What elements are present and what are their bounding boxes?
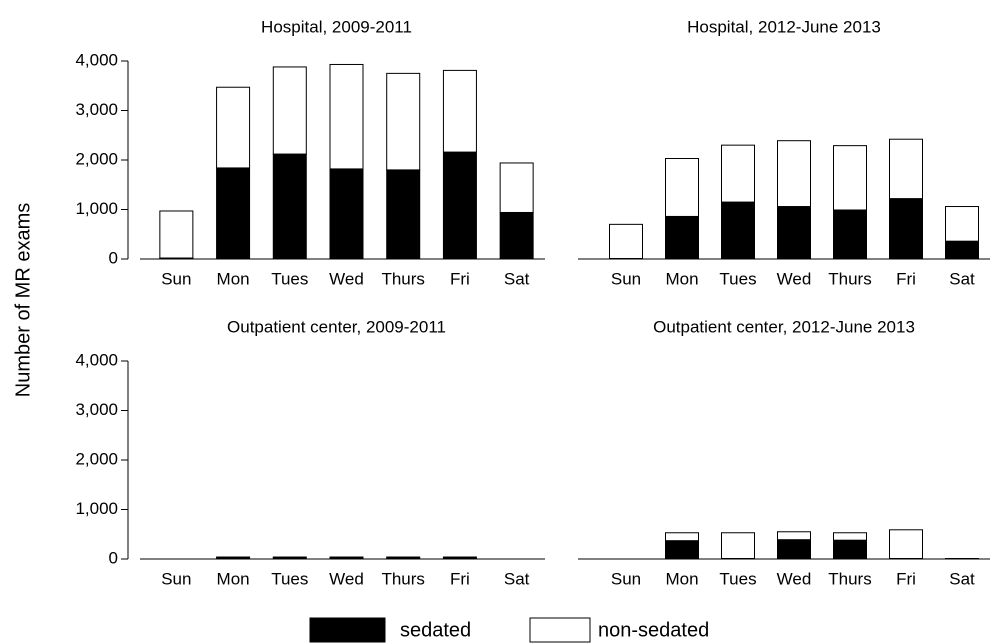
x-tick-label: Fri (450, 569, 470, 588)
x-tick-label: Sun (161, 569, 191, 588)
bar-segment (665, 158, 699, 217)
x-tick-label: Sun (611, 269, 641, 288)
y-tick-label: 1,000 (75, 499, 118, 518)
bar-segment (272, 153, 307, 260)
bar-segment (721, 532, 755, 560)
x-tick-label: Tues (719, 269, 756, 288)
x-tick-label: Mon (665, 269, 698, 288)
bar-segment (386, 72, 421, 171)
bar-segment (609, 223, 643, 260)
bar-segment (216, 167, 251, 260)
x-tick-label: Sat (949, 269, 975, 288)
x-tick-label: Fri (896, 269, 916, 288)
bar-segment (721, 144, 755, 203)
x-tick-label: Mon (217, 269, 250, 288)
bar-segment (272, 66, 307, 155)
bar-segment (216, 556, 251, 560)
x-tick-label: Sun (161, 269, 191, 288)
x-tick-label: Sun (611, 569, 641, 588)
bar-segment (889, 529, 923, 560)
x-tick-label: Fri (896, 569, 916, 588)
y-tick-label: 1,000 (75, 199, 118, 218)
x-tick-label: Wed (329, 269, 364, 288)
bar-segment (329, 168, 364, 260)
x-tick-label: Thurs (828, 569, 871, 588)
y-tick-label: 0 (109, 548, 118, 567)
x-tick-label: Tues (271, 569, 308, 588)
x-tick-label: Tues (719, 569, 756, 588)
x-tick-label: Thurs (828, 269, 871, 288)
bar-segment (272, 556, 307, 560)
x-tick-label: Thurs (381, 269, 424, 288)
bar-segment (889, 198, 923, 260)
bar-segment (386, 556, 421, 560)
bar-segment (721, 201, 755, 260)
x-tick-label: Wed (777, 569, 812, 588)
x-tick-label: Wed (329, 569, 364, 588)
y-tick-label: 2,000 (75, 149, 118, 168)
legend-swatch (529, 617, 591, 643)
legend-label: non-sedated (598, 619, 709, 641)
y-tick-label: 4,000 (75, 50, 118, 69)
chart-title: Outpatient center, 2012-June 2013 (653, 317, 915, 336)
bar-segment (665, 532, 699, 542)
bar-segment (386, 169, 421, 260)
bar-segment (945, 206, 979, 242)
x-tick-label: Wed (777, 269, 812, 288)
bar-segment (833, 532, 867, 541)
bar-segment (833, 539, 867, 560)
x-tick-label: Fri (450, 269, 470, 288)
bar-segment (442, 556, 477, 560)
bar-segment (159, 210, 194, 259)
bar-segment (777, 539, 811, 560)
x-tick-label: Sat (504, 269, 530, 288)
legend-label: sedated (400, 619, 471, 641)
x-tick-label: Mon (665, 569, 698, 588)
y-tick-label: 0 (109, 248, 118, 267)
y-tick-label: 2,000 (75, 449, 118, 468)
x-tick-label: Mon (217, 569, 250, 588)
x-tick-label: Tues (271, 269, 308, 288)
chart-title: Hospital, 2012-June 2013 (687, 17, 881, 36)
bar-segment (833, 209, 867, 260)
y-tick-label: 3,000 (75, 400, 118, 419)
bar-segment (499, 162, 534, 213)
x-tick-label: Thurs (381, 569, 424, 588)
bar-segment (777, 140, 811, 208)
bar-segment (665, 215, 699, 260)
bar-segment (945, 240, 979, 260)
chart-title: Hospital, 2009-2011 (261, 17, 412, 36)
bar-segment (499, 211, 534, 260)
x-tick-label: Sat (504, 569, 530, 588)
bar-segment (777, 531, 811, 541)
bar-segment (442, 151, 477, 260)
bar-segment (889, 138, 923, 200)
y-axis-label: Number of MR exams (12, 203, 34, 398)
bar-segment (216, 86, 251, 169)
chart-title: Outpatient center, 2009-2011 (227, 317, 446, 336)
y-tick-label: 4,000 (75, 350, 118, 369)
y-tick-label: 3,000 (75, 100, 118, 119)
bar-segment (329, 556, 364, 560)
bar-segment (329, 63, 364, 170)
x-tick-label: Sat (949, 569, 975, 588)
bar-segment (442, 69, 477, 153)
bar-segment (777, 206, 811, 260)
bar-segment (833, 145, 867, 211)
legend-swatch (309, 617, 386, 643)
bar-segment (665, 540, 699, 560)
